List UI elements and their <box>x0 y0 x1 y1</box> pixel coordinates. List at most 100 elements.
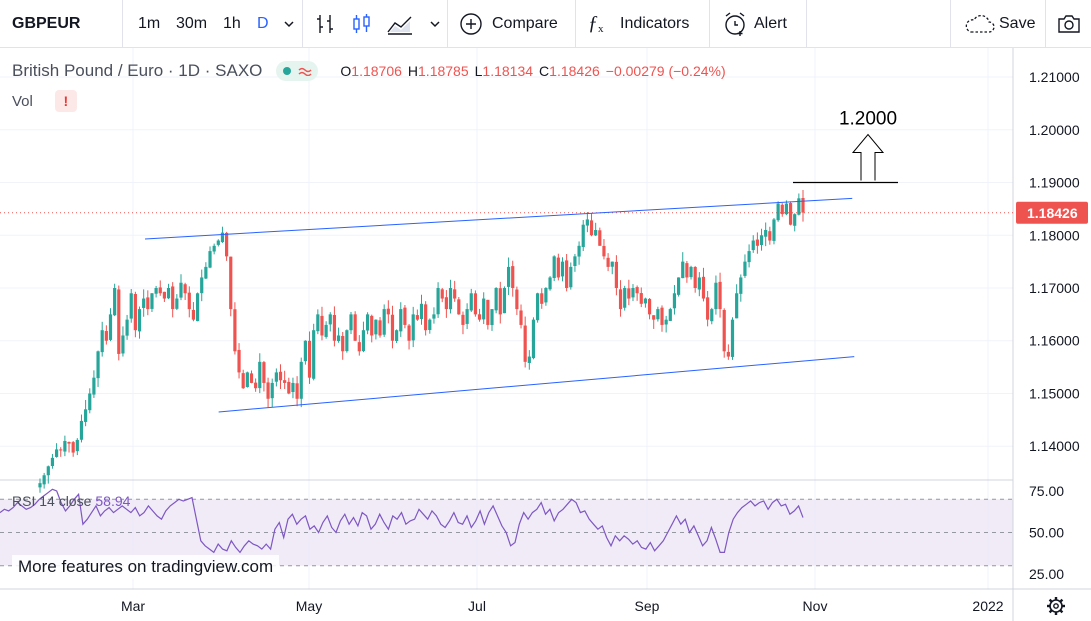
toolbar-divider <box>806 0 807 47</box>
candle-body <box>154 288 158 294</box>
alarm-clock-icon[interactable] <box>722 0 748 47</box>
candle-body <box>133 294 137 331</box>
candle-body <box>448 288 453 310</box>
interval-30m[interactable]: 30m <box>176 14 208 32</box>
volume-label: Vol <box>12 92 33 110</box>
rsi-legend[interactable]: RSI 14 close 58.94 <box>12 493 130 509</box>
warning-icon[interactable]: ! <box>54 90 77 112</box>
candle-body <box>776 203 780 221</box>
market-status-pill[interactable] <box>276 61 319 81</box>
candle-body <box>751 240 755 251</box>
candle-body <box>399 309 403 332</box>
candle-body <box>784 203 789 215</box>
rsi-tick-label: 25.00 <box>1029 566 1064 582</box>
candle-body <box>502 288 507 314</box>
candle-body <box>266 382 270 399</box>
ohlc-values: O 1.18706 H 1.18785 L 1.18134 C 1.18426 −0.0… <box>340 63 731 79</box>
time-tick-label: Jul <box>468 598 486 614</box>
close-value: 1.18426 <box>549 63 600 79</box>
low-value: 1.18134 <box>482 63 534 79</box>
toolbar-divider <box>447 0 448 47</box>
save-button[interactable]: Save <box>999 14 1036 32</box>
price-chart[interactable]: 1.2000 1.21000 1.20000 1.19000 1.18000 1.170… <box>0 48 1091 621</box>
candle-body <box>166 288 171 299</box>
candle-body <box>191 309 196 320</box>
interval-d[interactable]: D <box>257 14 269 32</box>
candle-body <box>312 330 316 379</box>
last-price-tag-bg <box>1016 201 1088 224</box>
candle-body <box>639 293 643 304</box>
cloud-icon[interactable] <box>964 0 996 47</box>
candle-body <box>577 245 581 257</box>
candle-body <box>67 441 71 444</box>
time-tick-label: Sep <box>635 598 660 614</box>
interval-1h[interactable]: 1h <box>223 14 241 32</box>
candle-body <box>328 314 332 325</box>
candle-body <box>46 466 50 476</box>
camera-icon[interactable] <box>1057 0 1081 47</box>
bars-chart-icon[interactable] <box>314 0 338 47</box>
candle-body <box>589 220 594 236</box>
candle-body <box>349 314 353 331</box>
candle-body <box>672 293 677 309</box>
candle-body <box>278 371 283 381</box>
candle-body <box>220 232 225 243</box>
candle-body <box>515 289 519 310</box>
candle-body <box>50 457 55 467</box>
candle-body <box>710 309 714 322</box>
candle-body <box>676 277 681 295</box>
candle-body <box>643 298 648 304</box>
candle-body <box>245 372 249 388</box>
volume-legend[interactable]: Vol ! <box>12 90 77 112</box>
series-name[interactable]: British Pound / Euro · 1D · SAXO <box>12 61 263 80</box>
candle-body <box>121 335 125 354</box>
candle-body <box>204 266 208 279</box>
candle-body <box>395 330 399 342</box>
low-label: L <box>474 63 483 79</box>
candle-body <box>527 356 531 363</box>
candle-body <box>324 324 328 337</box>
candle-body <box>759 235 764 246</box>
candle-body <box>237 349 241 373</box>
alert-button[interactable]: Alert <box>754 14 787 32</box>
candle-body <box>415 315 419 320</box>
candle-body <box>212 245 216 252</box>
candle-body <box>556 257 560 278</box>
candle-body <box>797 198 801 215</box>
candle-body <box>523 325 527 362</box>
candle-body <box>793 214 797 226</box>
candle-body <box>137 309 142 332</box>
candle-body <box>195 293 200 322</box>
open-label: O <box>340 63 352 79</box>
indicators-button[interactable]: Indicators <box>620 14 690 32</box>
toolbar-divider <box>1045 0 1046 47</box>
high-value: 1.18785 <box>418 63 469 79</box>
candle-body <box>755 239 759 246</box>
candles <box>38 190 805 493</box>
promo-text[interactable]: More features on tradingview.com <box>12 555 280 579</box>
candle-body <box>129 293 133 319</box>
candles-chart-icon[interactable] <box>350 0 374 47</box>
price-tick-label: 1.18000 <box>1029 227 1080 243</box>
compare-button[interactable]: Compare <box>492 14 558 32</box>
candle-body <box>411 314 415 341</box>
candle-body <box>477 314 482 320</box>
chevron-down-icon[interactable] <box>428 0 442 47</box>
candle-body <box>125 319 129 336</box>
rsi-value: 58.94 <box>95 493 131 509</box>
chevron-down-icon[interactable] <box>282 0 296 47</box>
candle-body <box>428 319 432 330</box>
interval-1m[interactable]: 1m <box>138 14 161 32</box>
candle-body <box>229 256 233 310</box>
candle-body <box>353 314 357 341</box>
candle-body <box>664 319 668 325</box>
candle-body <box>519 310 523 325</box>
high-label: H <box>407 63 419 79</box>
candle-body <box>370 315 374 336</box>
area-chart-icon[interactable] <box>386 0 414 47</box>
plus-circle-icon[interactable] <box>459 0 483 47</box>
candle-body <box>714 282 718 310</box>
symbol-search[interactable]: GBPEUR <box>12 14 81 32</box>
